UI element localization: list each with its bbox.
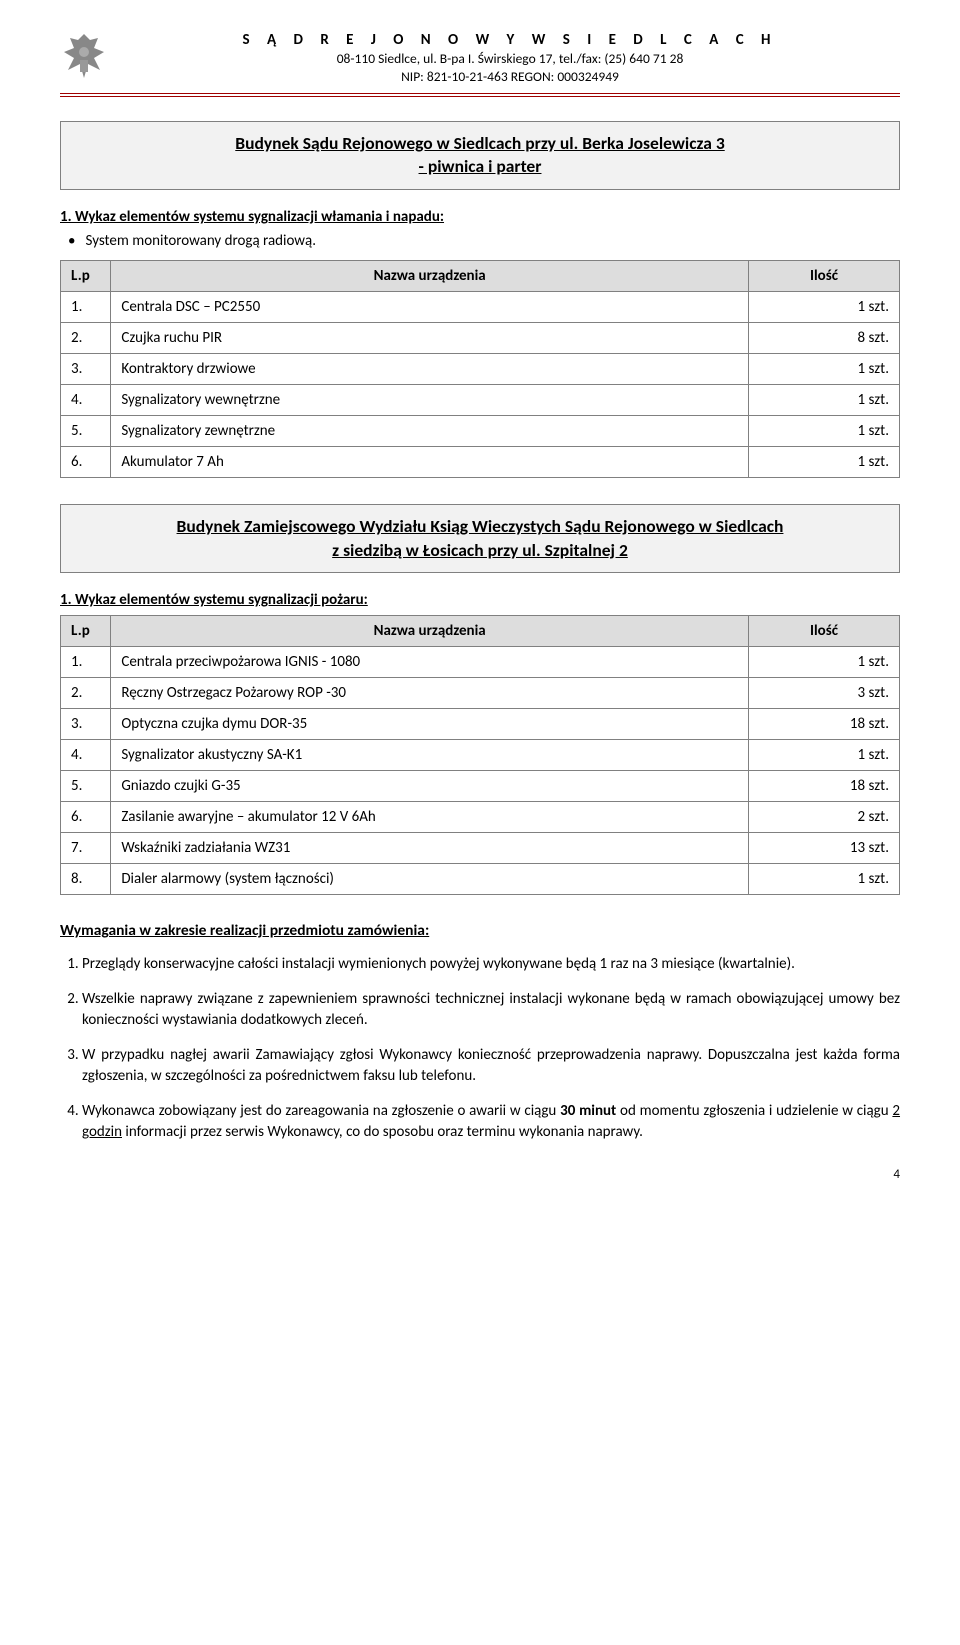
cell-name: Centrala DSC – PC2550: [111, 291, 749, 322]
cell-qty: 1 szt.: [748, 740, 899, 771]
subsection-1-heading: 1. Wykaz elementów systemu sygnalizacji …: [60, 208, 900, 226]
cell-qty: 1 szt.: [748, 353, 899, 384]
cell-lp: 3.: [61, 353, 111, 384]
table-2-head-row: L.p Nazwa urządzenia Ilość: [61, 616, 900, 647]
subsection-1-bullet: System monitorowany drogą radiową.: [60, 232, 900, 250]
table-row: 2.Ręczny Ostrzegacz Pożarowy ROP -303 sz…: [61, 678, 900, 709]
table-row: 4.Sygnalizator akustyczny SA-K11 szt.: [61, 740, 900, 771]
cell-lp: 1.: [61, 647, 111, 678]
cell-qty: 2 szt.: [748, 802, 899, 833]
table-row: 5.Gniazdo czujki G-3518 szt.: [61, 771, 900, 802]
table-1-head-name: Nazwa urządzenia: [111, 260, 749, 291]
court-ids: NIP: 821-10-21-463 REGON: 000324949: [120, 68, 900, 86]
table-1-head-lp: L.p: [61, 260, 111, 291]
section-1-title-line2: - piwnica i parter: [419, 155, 542, 177]
requirements-list: Przeglądy konserwacyjne całości instalac…: [60, 954, 900, 1143]
table-row: 1.Centrala przeciwpożarowa IGNIS - 10801…: [61, 647, 900, 678]
cell-name: Akumulator 7 Ah: [111, 446, 749, 477]
cell-qty: 18 szt.: [748, 771, 899, 802]
cell-name: Sygnalizatory wewnętrzne: [111, 384, 749, 415]
cell-name: Zasilanie awaryjne – akumulator 12 V 6Ah: [111, 802, 749, 833]
subsection-2-heading: 1. Wykaz elementów systemu sygnalizacji …: [60, 591, 900, 609]
cell-qty: 1 szt.: [748, 446, 899, 477]
cell-qty: 8 szt.: [748, 322, 899, 353]
cell-lp: 4.: [61, 740, 111, 771]
requirements-title: Wymagania w zakresie realizacji przedmio…: [60, 921, 900, 940]
section-2-title-line2: z siedzibą w Łosicach przy ul. Szpitalne…: [332, 539, 628, 561]
cell-name: Centrala przeciwpożarowa IGNIS - 1080: [111, 647, 749, 678]
table-1: L.p Nazwa urządzenia Ilość 1.Centrala DS…: [60, 260, 900, 478]
cell-name: Optyczna czujka dymu DOR-35: [111, 709, 749, 740]
cell-qty: 1 szt.: [748, 647, 899, 678]
court-address: 08-110 Siedlce, ul. B-pa I. Świrskiego 1…: [120, 50, 900, 68]
requirement-item: W przypadku nagłej awarii Zamawiający zg…: [82, 1045, 900, 1087]
section-2-title: Budynek Zamiejscowego Wydziału Ksiąg Wie…: [60, 504, 900, 573]
section-1-title-line1: Budynek Sądu Rejonowego w Siedlcach przy…: [235, 132, 724, 154]
requirement-item: Wszelkie naprawy związane z zapewnieniem…: [82, 989, 900, 1031]
cell-lp: 1.: [61, 291, 111, 322]
cell-qty: 1 szt.: [748, 384, 899, 415]
requirement-item: Wykonawca zobowiązany jest do zareagowan…: [82, 1101, 900, 1143]
cell-qty: 18 szt.: [748, 709, 899, 740]
table-row: 8.Dialer alarmowy (system łączności)1 sz…: [61, 864, 900, 895]
table-1-head-qty: Ilość: [748, 260, 899, 291]
table-2-head-qty: Ilość: [748, 616, 899, 647]
cell-name: Kontraktory drzwiowe: [111, 353, 749, 384]
header-rule: [60, 93, 900, 97]
table-row: 6.Akumulator 7 Ah1 szt.: [61, 446, 900, 477]
cell-qty: 1 szt.: [748, 864, 899, 895]
cell-name: Dialer alarmowy (system łączności): [111, 864, 749, 895]
req4-part: informacji przez serwis Wykonawcy, co do…: [122, 1123, 643, 1141]
table-row: 3.Optyczna czujka dymu DOR-3518 szt.: [61, 709, 900, 740]
table-row: 1.Centrala DSC – PC25501 szt.: [61, 291, 900, 322]
cell-name: Wskaźniki zadziałania WZ31: [111, 833, 749, 864]
table-row: 6.Zasilanie awaryjne – akumulator 12 V 6…: [61, 802, 900, 833]
cell-qty: 1 szt.: [748, 291, 899, 322]
table-row: 3.Kontraktory drzwiowe1 szt.: [61, 353, 900, 384]
req4-bold: 30 minut: [560, 1102, 616, 1120]
cell-lp: 2.: [61, 678, 111, 709]
cell-qty: 3 szt.: [748, 678, 899, 709]
table-1-head-row: L.p Nazwa urządzenia Ilość: [61, 260, 900, 291]
eagle-icon: [60, 30, 108, 86]
req4-part: Wykonawca zobowiązany jest do zareagowan…: [82, 1102, 560, 1120]
cell-name: Czujka ruchu PIR: [111, 322, 749, 353]
section-1-title: Budynek Sądu Rejonowego w Siedlcach przy…: [60, 121, 900, 190]
table-row: 4.Sygnalizatory wewnętrzne1 szt.: [61, 384, 900, 415]
section-2-title-line1: Budynek Zamiejscowego Wydziału Ksiąg Wie…: [177, 515, 784, 537]
cell-lp: 4.: [61, 384, 111, 415]
table-2-head-lp: L.p: [61, 616, 111, 647]
cell-lp: 8.: [61, 864, 111, 895]
document-page: S Ą D R E J O N O W Y W S I E D L C A C …: [0, 0, 960, 1212]
letterhead: S Ą D R E J O N O W Y W S I E D L C A C …: [60, 30, 900, 87]
req4-part: od momentu zgłoszenia i udzielenie w cią…: [616, 1102, 892, 1120]
cell-lp: 5.: [61, 771, 111, 802]
table-2: L.p Nazwa urządzenia Ilość 1.Centrala pr…: [60, 615, 900, 895]
cell-lp: 2.: [61, 322, 111, 353]
court-name: S Ą D R E J O N O W Y W S I E D L C A C …: [120, 30, 900, 50]
cell-qty: 13 szt.: [748, 833, 899, 864]
cell-lp: 6.: [61, 446, 111, 477]
cell-lp: 7.: [61, 833, 111, 864]
cell-lp: 6.: [61, 802, 111, 833]
page-number: 4: [60, 1167, 900, 1182]
cell-name: Gniazdo czujki G-35: [111, 771, 749, 802]
cell-name: Sygnalizator akustyczny SA-K1: [111, 740, 749, 771]
cell-name: Ręczny Ostrzegacz Pożarowy ROP -30: [111, 678, 749, 709]
coat-of-arms-icon: [60, 30, 108, 86]
table-row: 7.Wskaźniki zadziałania WZ3113 szt.: [61, 833, 900, 864]
table-row: 5.Sygnalizatory zewnętrzne1 szt.: [61, 415, 900, 446]
cell-qty: 1 szt.: [748, 415, 899, 446]
cell-lp: 3.: [61, 709, 111, 740]
letterhead-text: S Ą D R E J O N O W Y W S I E D L C A C …: [120, 30, 900, 87]
table-2-head-name: Nazwa urządzenia: [111, 616, 749, 647]
cell-name: Sygnalizatory zewnętrzne: [111, 415, 749, 446]
requirement-item: Przeglądy konserwacyjne całości instalac…: [82, 954, 900, 975]
cell-lp: 5.: [61, 415, 111, 446]
table-row: 2.Czujka ruchu PIR8 szt.: [61, 322, 900, 353]
